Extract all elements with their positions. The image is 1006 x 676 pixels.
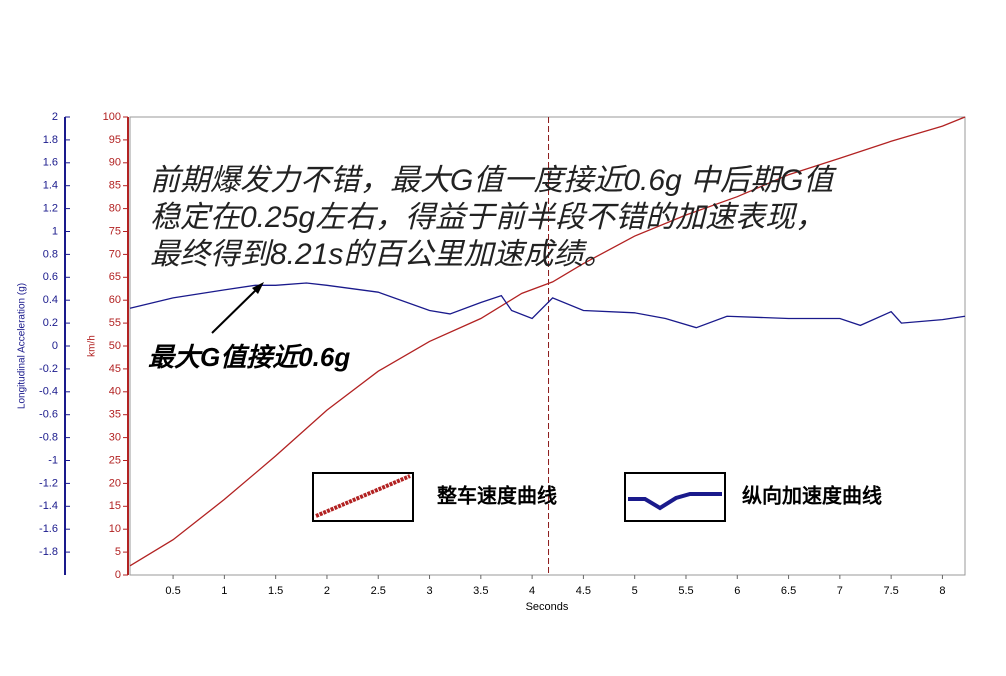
callout-arrowhead — [252, 282, 264, 294]
y-tick-label: 65 — [109, 271, 121, 283]
y-tick-label: 35 — [109, 409, 121, 421]
y-tick-label: 25 — [109, 454, 121, 466]
x-tick-label: 7.5 — [883, 585, 898, 597]
series-line — [129, 282, 966, 329]
y-tick-label: 75 — [109, 225, 121, 237]
legend-label: 纵向加速度曲线 — [742, 483, 882, 507]
x-axis-label: Seconds — [526, 601, 569, 613]
series-line — [129, 116, 966, 567]
x-tick-label: 4.5 — [576, 585, 591, 597]
y-tick-label: 0 — [115, 569, 121, 581]
annotation: 前期爆发力不错，最大G值一度接近0.6g 中后期G值 — [150, 164, 837, 197]
y2-tick-label: 0.4 — [43, 294, 58, 306]
y2-tick-label: 0.6 — [43, 271, 58, 283]
y-tick-label: 95 — [109, 134, 121, 146]
y2-tick-label: -1.8 — [39, 546, 58, 558]
x-tick-label: 1.5 — [268, 585, 283, 597]
y2-tick-label: 1.4 — [43, 180, 58, 192]
y-tick-label: 60 — [109, 294, 121, 306]
y2-tick-label: 1.6 — [43, 157, 58, 169]
y2-tick-label: -1 — [48, 454, 58, 466]
legend-label: 整车速度曲线 — [436, 483, 557, 507]
y-tick-label: 15 — [109, 500, 121, 512]
y-tick-label: 5 — [115, 546, 121, 558]
y2-tick-label: -1.6 — [39, 523, 58, 535]
x-tick-label: 2 — [324, 585, 330, 597]
y-tick-label: 85 — [109, 180, 121, 192]
y2-tick-label: 0.2 — [43, 317, 58, 329]
x-tick-label: 0.5 — [165, 585, 180, 597]
y2-tick-label: -0.6 — [39, 409, 58, 421]
y2-axis-label: Longitudinal Acceleration (g) — [17, 283, 28, 409]
y2-tick-label: 1.2 — [43, 203, 58, 215]
x-tick-label: 6 — [734, 585, 740, 597]
y-tick-label: 40 — [109, 386, 121, 398]
y2-tick-label: -1.4 — [39, 500, 58, 512]
y-tick-label: 30 — [109, 432, 121, 444]
annotation: 最终得到8.21s的百公里加速成绩。 — [150, 238, 613, 271]
y2-tick-label: -0.4 — [39, 386, 58, 398]
y-tick-label: 55 — [109, 317, 121, 329]
annotation: 稳定在0.25g左右，得益于前半段不错的加速表现， — [150, 201, 825, 234]
x-tick-label: 6.5 — [781, 585, 796, 597]
callout-arrow — [211, 287, 259, 334]
y-axis-label: km/h — [87, 335, 98, 357]
y2-tick-label: -1.2 — [39, 477, 58, 489]
y2-tick-label: 0 — [52, 340, 58, 352]
callout: 最大G值接近0.6g — [148, 342, 350, 372]
y-tick-label: 80 — [109, 203, 121, 215]
x-tick-label: 3 — [426, 585, 432, 597]
y-tick-label: 100 — [103, 111, 121, 123]
y2-tick-label: 1 — [52, 225, 58, 237]
x-tick-label: 7 — [837, 585, 843, 597]
x-tick-label: 8 — [939, 585, 945, 597]
y-tick-label: 45 — [109, 363, 121, 375]
legend-swatch — [315, 474, 411, 518]
y2-tick-label: 2 — [52, 111, 58, 123]
x-tick-label: 4 — [529, 585, 535, 597]
y-tick-label: 50 — [109, 340, 121, 352]
y-tick-label: 70 — [109, 248, 121, 260]
x-tick-label: 1 — [221, 585, 227, 597]
y-tick-label: 10 — [109, 523, 121, 535]
x-tick-label: 2.5 — [371, 585, 386, 597]
y2-tick-label: -0.8 — [39, 432, 58, 444]
x-tick-label: 5 — [632, 585, 638, 597]
y-tick-label: 20 — [109, 477, 121, 489]
legend-swatch — [628, 492, 722, 511]
x-tick-label: 3.5 — [473, 585, 488, 597]
y2-tick-label: 1.8 — [43, 134, 58, 146]
x-tick-label: 5.5 — [678, 585, 693, 597]
y2-tick-label: -0.2 — [39, 363, 58, 375]
plot-frame — [129, 116, 966, 576]
y2-tick-label: 0.8 — [43, 248, 58, 260]
y-tick-label: 90 — [109, 157, 121, 169]
